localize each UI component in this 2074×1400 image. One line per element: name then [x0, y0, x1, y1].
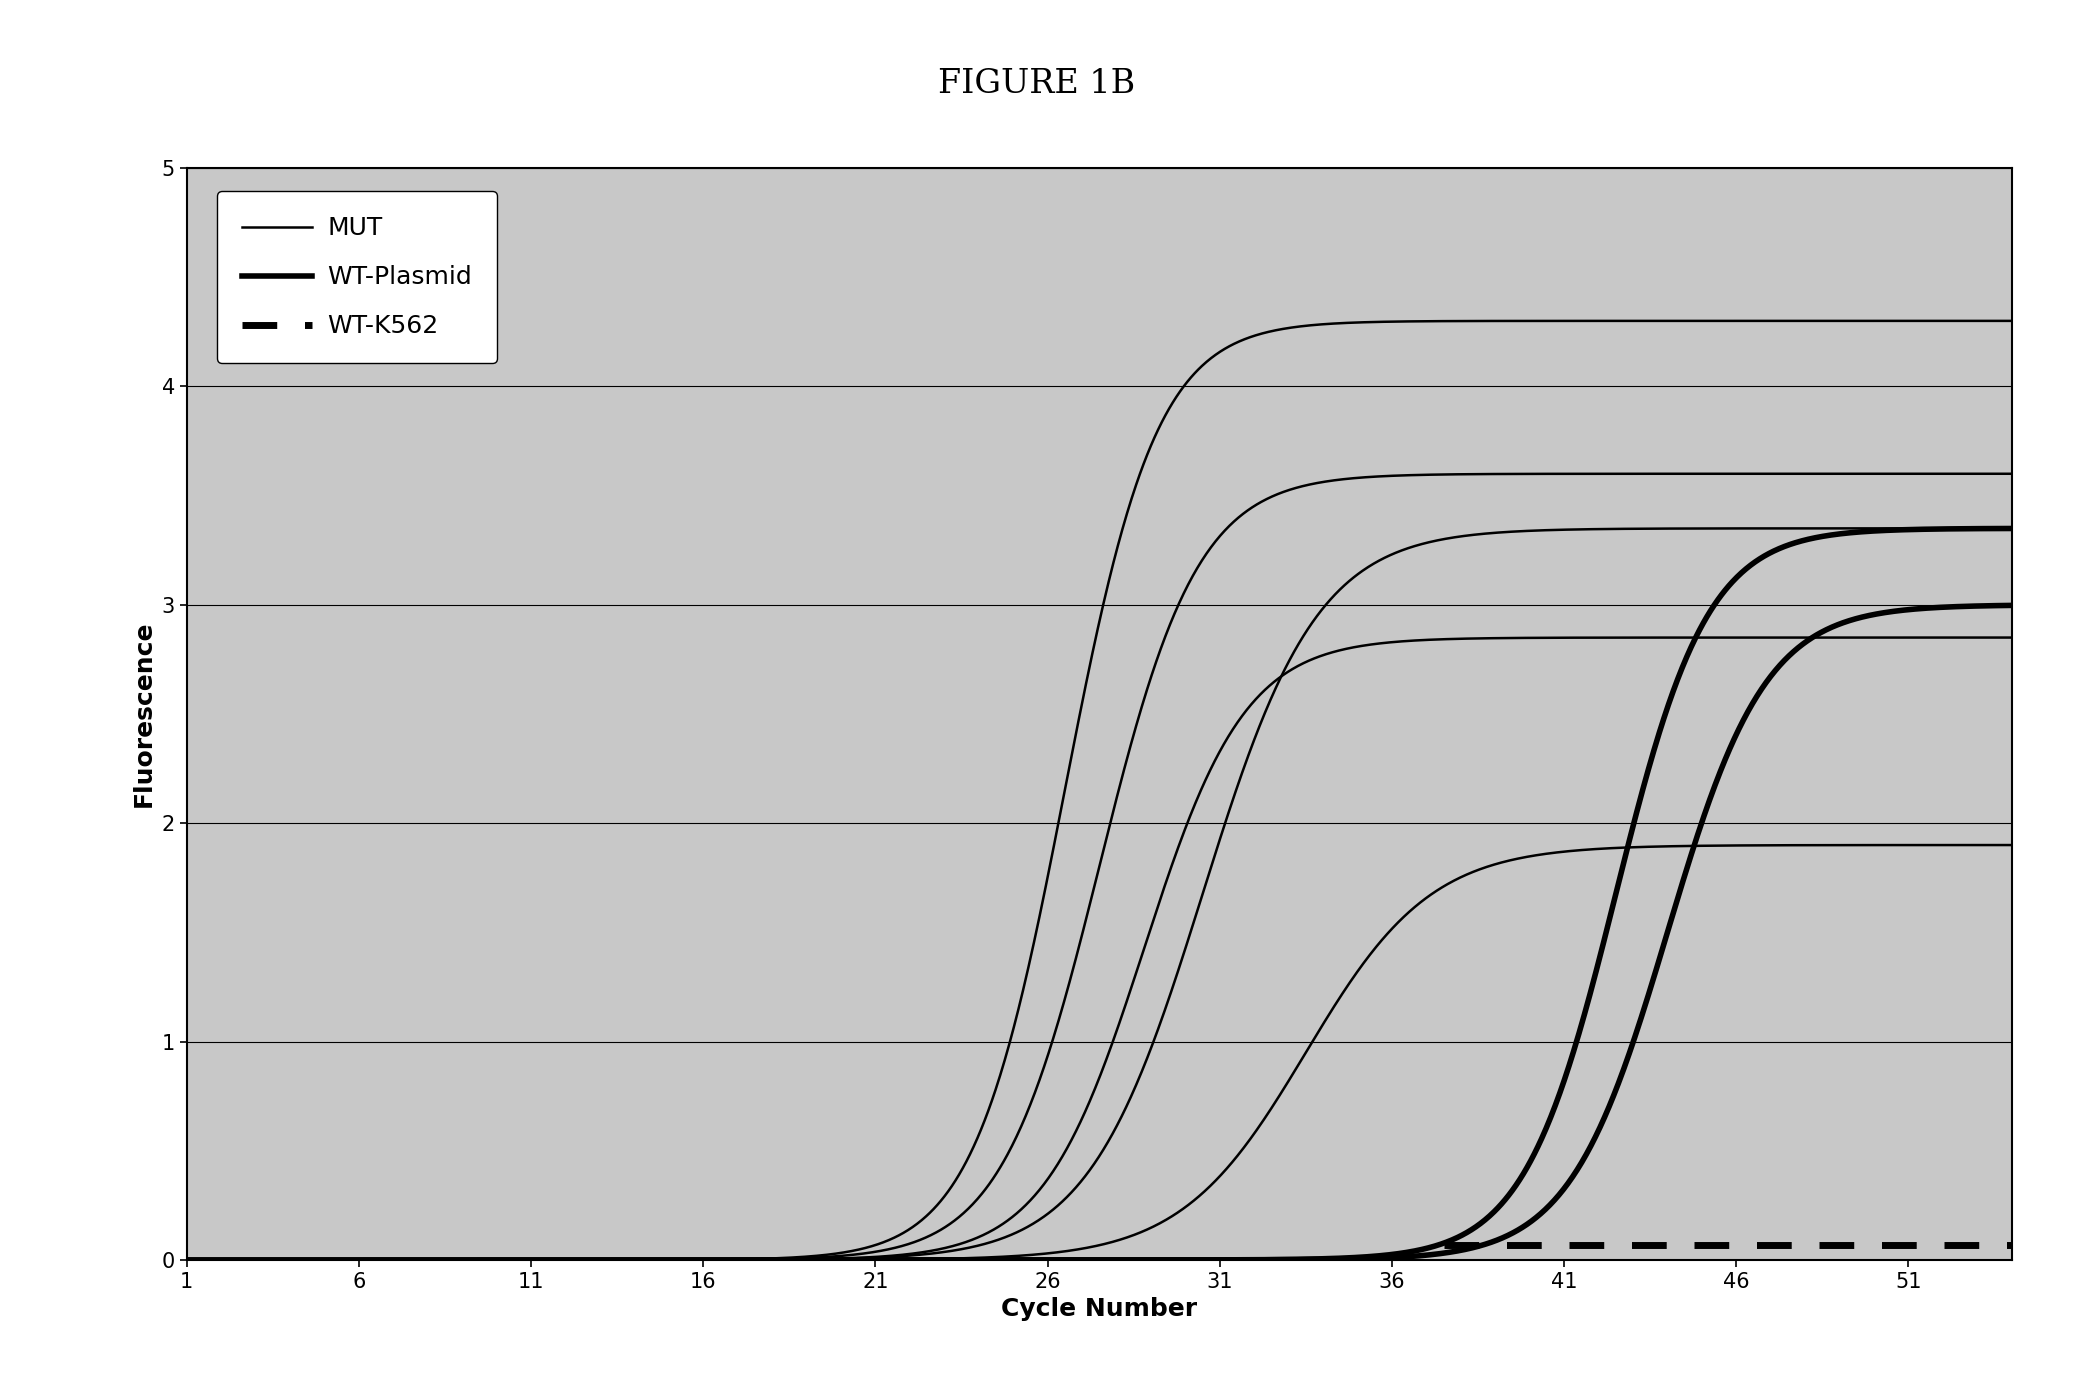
Legend: MUT, WT-Plasmid, WT-K562: MUT, WT-Plasmid, WT-K562 [218, 192, 498, 364]
Y-axis label: Fluorescence: Fluorescence [133, 620, 156, 808]
Text: FIGURE 1B: FIGURE 1B [937, 69, 1137, 99]
X-axis label: Cycle Number: Cycle Number [1002, 1298, 1197, 1322]
